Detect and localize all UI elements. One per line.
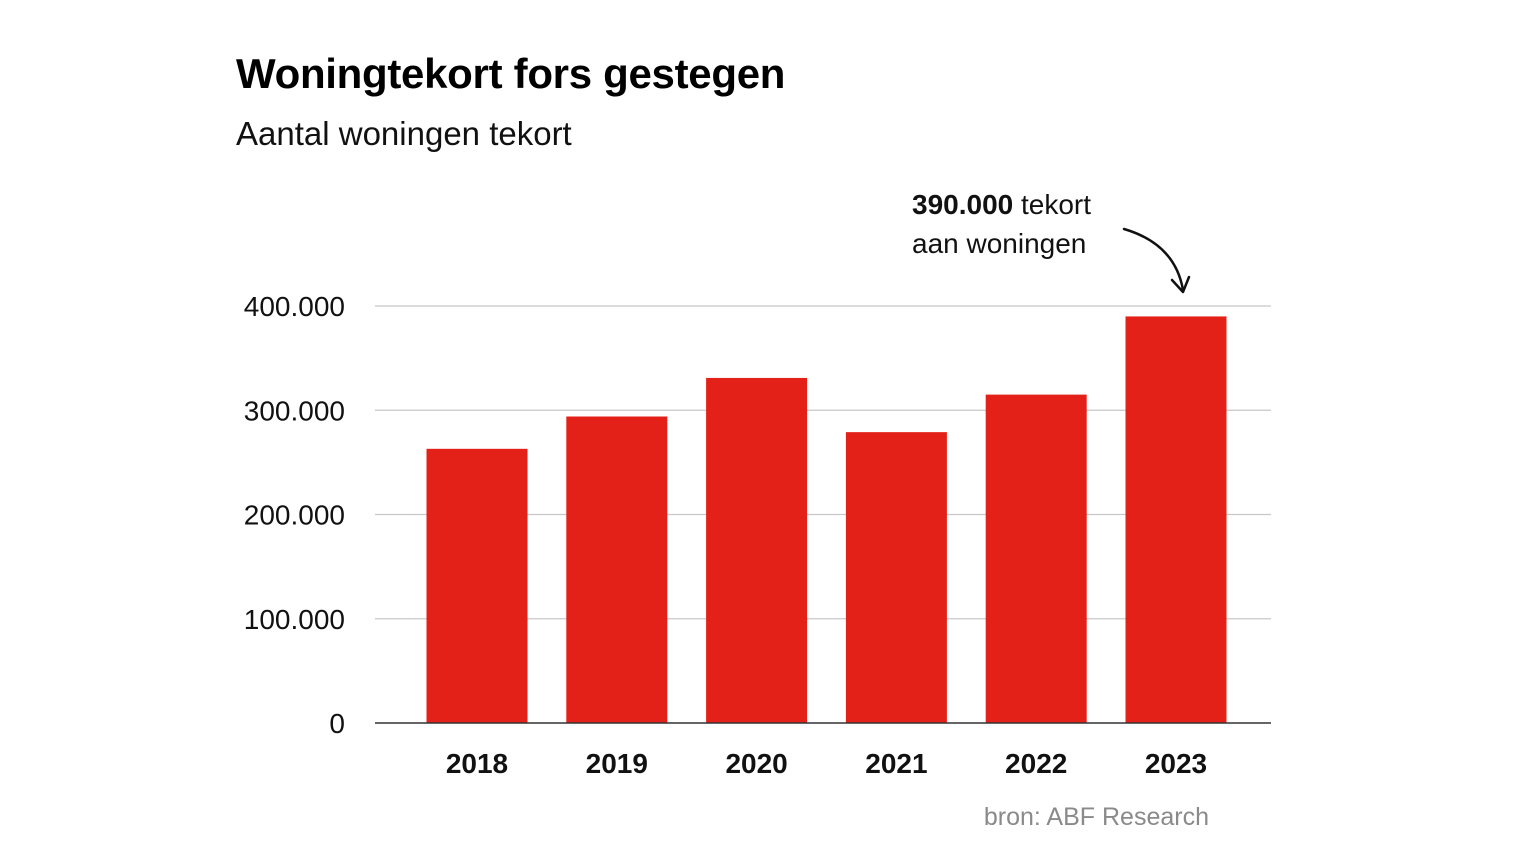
annotation-line-2: aan woningen <box>912 228 1086 259</box>
y-tick-label: 0 <box>329 708 345 739</box>
bars <box>426 316 1227 723</box>
annotation-arrowhead <box>1170 275 1191 294</box>
y-tick-label: 400.000 <box>244 291 345 322</box>
bar-2021 <box>845 432 947 723</box>
x-tick-label-2019: 2019 <box>586 748 648 779</box>
x-tick-label-2022: 2022 <box>1005 748 1067 779</box>
y-tick-label: 300.000 <box>244 395 345 426</box>
x-tick-label-2020: 2020 <box>725 748 787 779</box>
annotation-value: 390.000 <box>912 189 1013 220</box>
y-axis-ticks: 0 100.000 200.000 300.000 400.000 <box>244 291 345 739</box>
chart-subtitle: Aantal woningen tekort <box>236 115 572 152</box>
annotation: 390.000 tekort aan woningen <box>912 189 1191 294</box>
x-tick-label-2018: 2018 <box>446 748 508 779</box>
annotation-line-1: 390.000 tekort <box>912 189 1091 220</box>
x-tick-label-2023: 2023 <box>1145 748 1207 779</box>
bar-2018 <box>426 448 528 723</box>
x-tick-label-2021: 2021 <box>865 748 927 779</box>
bar-2020 <box>706 377 808 723</box>
annotation-arrow <box>1122 227 1185 292</box>
chart-title: Woningtekort fors gestegen <box>236 50 786 97</box>
bar-2022 <box>985 394 1087 723</box>
x-axis-ticks: 2018 2019 2020 2021 2022 2023 <box>446 748 1207 779</box>
y-tick-label: 100.000 <box>244 604 345 635</box>
annotation-line-1-rest: tekort <box>1013 189 1091 220</box>
source-note: bron: ABF Research <box>983 803 1209 831</box>
bar-2023 <box>1125 316 1227 723</box>
bar-2019 <box>566 416 668 723</box>
y-tick-label: 200.000 <box>244 500 345 531</box>
